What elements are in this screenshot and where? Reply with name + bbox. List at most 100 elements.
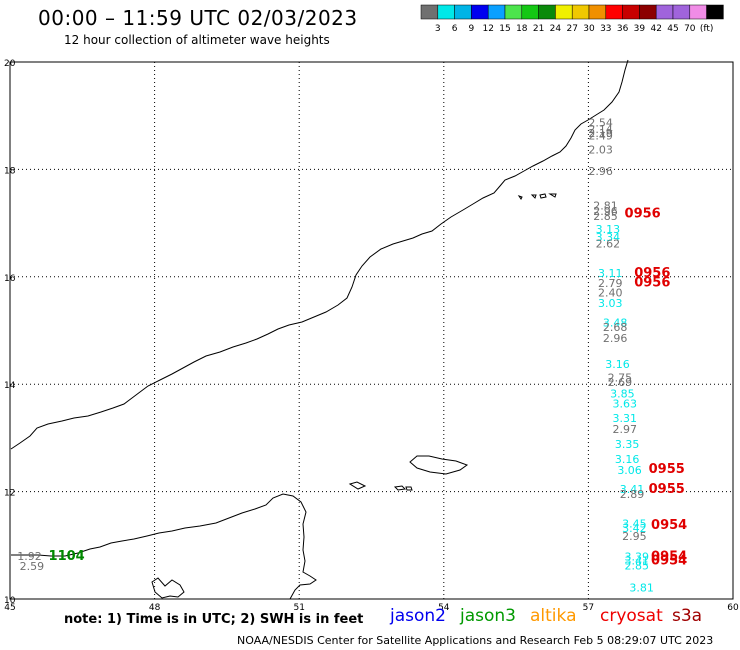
colorbar-label: 6: [452, 24, 458, 34]
colorbar-swatch: [454, 4, 472, 20]
wave-height-value: 3.06: [617, 464, 642, 477]
wave-height-value: 2.49: [588, 129, 613, 142]
pass-time-label: 0955: [649, 462, 685, 477]
wave-height-value: 2.79: [598, 277, 623, 290]
colorbar-swatch: [420, 4, 439, 20]
wave-height-value: 3.45: [622, 518, 647, 531]
wave-height-value: 3.16: [615, 453, 640, 466]
y-tick-label: 18: [4, 166, 16, 176]
colorbar-swatch: [571, 4, 590, 20]
colorbar-label: 21: [533, 24, 544, 34]
y-tick-label: 14: [4, 381, 16, 391]
wave-height-value: 2.40: [598, 287, 623, 300]
colorbar-swatch: [689, 4, 707, 20]
colorbar-label: 9: [469, 24, 475, 34]
wave-height-value: 3.03: [598, 297, 623, 310]
wave-height-value: 3.39: [625, 550, 650, 563]
coastline-path: [11, 493, 317, 600]
wave-height-value: 3.81: [629, 581, 654, 594]
colorbar-label: 15: [499, 24, 510, 34]
credit-line: NOAA/NESDIS Center for Satellite Applica…: [237, 634, 714, 647]
wave-height-value: 3.16: [605, 358, 630, 371]
wave-height-value: 2.03: [588, 143, 613, 156]
colorbar-label: (ft): [700, 24, 714, 34]
pass-time-label: 0956: [634, 275, 670, 290]
satellite-legend-altika: altika: [530, 606, 577, 626]
coastline-path: [548, 193, 557, 198]
wave-height-value: 2.95: [622, 530, 647, 543]
colorbar-label: 42: [650, 24, 661, 34]
wave-height-value: 3.13: [596, 223, 621, 236]
colorbar-swatch: [538, 4, 556, 20]
units-note: note: 1) Time is in UTC; 2) SWH is in fe…: [64, 612, 364, 627]
y-tick-label: 20: [4, 59, 16, 69]
colorbar-label: 12: [482, 24, 493, 34]
colorbar-label: 24: [550, 24, 562, 34]
wave-height-value: 3.31: [613, 412, 638, 425]
colorbar-label: 18: [516, 24, 528, 34]
wave-height-value: 2.89: [620, 488, 645, 501]
wave-height-value: 2.85: [593, 210, 618, 223]
wave-height-value: 1.92: [17, 550, 42, 563]
colorbar-swatch: [605, 4, 623, 20]
coastline-path: [393, 485, 407, 491]
wave-height-value: 2.96: [588, 165, 613, 178]
colorbar-swatch: [639, 4, 657, 20]
wave-height-value: 3.63: [613, 397, 638, 410]
wave-height-value: 3.35: [615, 438, 640, 451]
satellite-legend-s3a: s3a: [672, 606, 703, 626]
colorbar: 3 6 9 12 15 18 21 24 27 30 33 36 39 42 45 70 (ft): [420, 4, 724, 34]
page-subtitle: 12 hour collection of altimeter wave hei…: [64, 33, 330, 47]
pass-time-label: 0955: [649, 482, 685, 497]
colorbar-label: 70: [684, 24, 696, 34]
coastline-path: [10, 59, 629, 450]
colorbar-swatch: [622, 4, 640, 20]
coastline-path: [539, 193, 547, 199]
coastline-path: [405, 486, 413, 491]
wave-height-value: 3.42: [622, 522, 647, 535]
colorbar-swatch: [588, 4, 607, 20]
grid-lines: [10, 62, 733, 599]
pass-time-label: 0954: [651, 554, 687, 569]
wave-height-points: 2.542.142.192.492.032.962.812.962.853.13…: [17, 116, 687, 594]
wave-height-value: 2.85: [625, 559, 650, 572]
wave-height-value: 2.96: [603, 332, 628, 345]
coastline-path: [348, 481, 367, 490]
colorbar-label: 33: [600, 24, 611, 34]
colorbar-label: 45: [667, 24, 678, 34]
x-tick-label: 54: [438, 603, 450, 613]
colorbar-swatch: [487, 4, 506, 20]
satellite-legend-cryosat: cryosat: [600, 606, 663, 626]
wave-height-value: 2.96: [593, 205, 618, 218]
x-tick-label: 45: [4, 603, 15, 613]
colorbar-label: 3: [435, 24, 441, 34]
wave-height-value: 2.19: [588, 127, 613, 140]
x-tick-label: 51: [293, 603, 304, 613]
x-tick-label: 48: [149, 603, 161, 613]
satellite-legend-jason3: jason3: [460, 606, 516, 626]
wave-height-value: 2.81: [593, 200, 618, 213]
colorbar-swatch: [437, 4, 455, 20]
wave-height-value: 2.97: [613, 423, 638, 436]
colorbar-swatch: [706, 4, 724, 20]
pass-time-label: 0954: [651, 549, 687, 564]
coastline-path: [151, 577, 185, 599]
wave-height-value: 2.68: [603, 321, 628, 334]
wave-height-value: 2.62: [596, 237, 621, 250]
colorbar-label: 39: [634, 24, 646, 34]
pass-time-label: 1104: [49, 549, 85, 564]
map-border: [9, 61, 734, 600]
wave-height-value: 2.75: [608, 372, 633, 385]
colorbar-swatch: [655, 4, 674, 20]
wave-height-value: 2.54: [588, 116, 613, 129]
pass-time-label: 0954: [651, 518, 687, 533]
coastline-path: [530, 194, 537, 199]
colorbar-swatch: [555, 4, 573, 20]
wave-height-value: 3.11: [598, 267, 623, 280]
axis-tick-labels: 45 48 51 54 57 60 10 12 14 16 18 20: [4, 59, 739, 613]
colorbar-swatch: [521, 4, 539, 20]
coastline: [10, 59, 629, 600]
y-tick-label: 16: [4, 274, 16, 284]
x-tick-label: 57: [583, 603, 594, 613]
